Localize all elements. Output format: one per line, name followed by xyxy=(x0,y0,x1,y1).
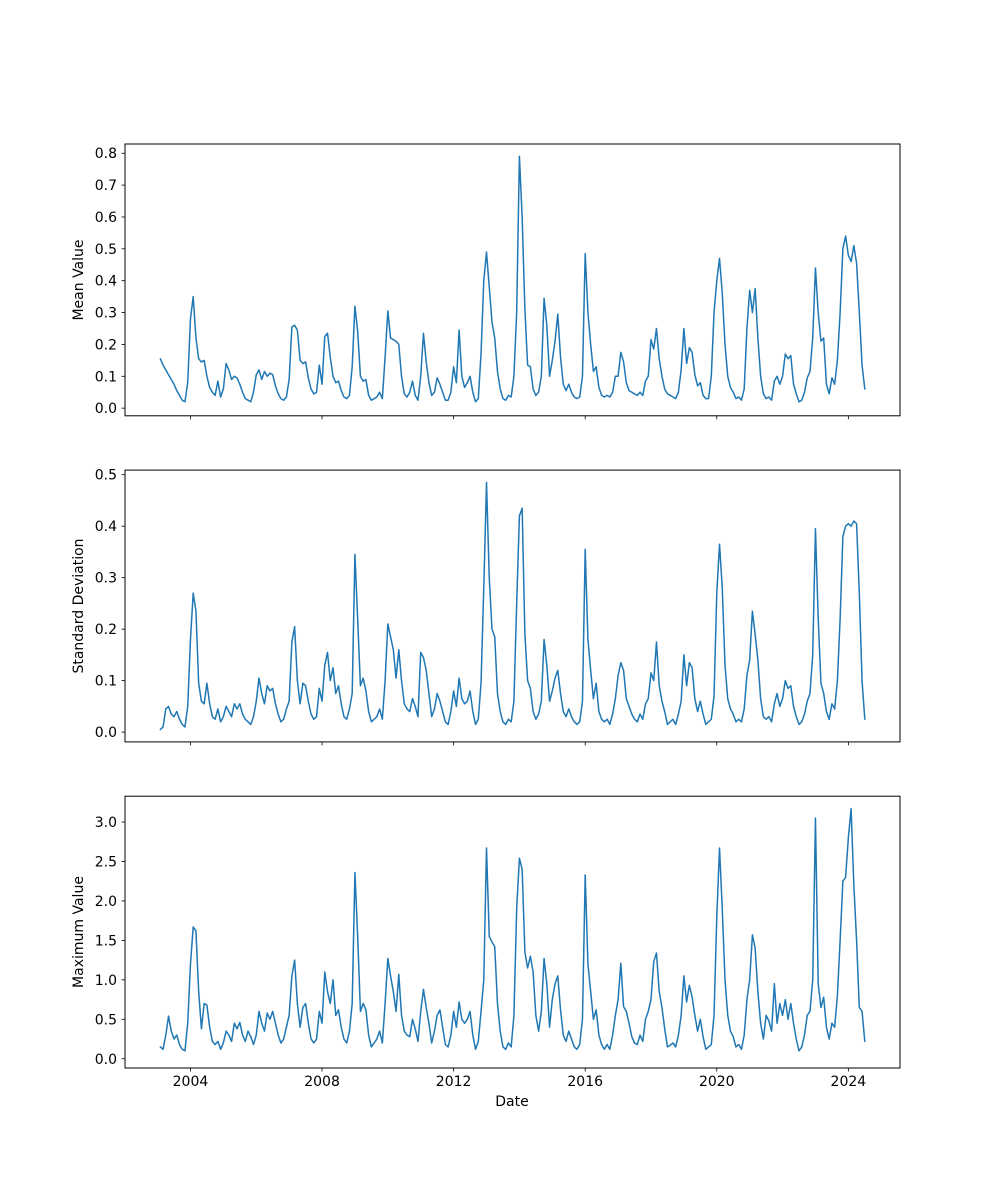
y-tick-label: 0.5 xyxy=(95,468,117,484)
data-line-1 xyxy=(159,481,866,731)
plot-border-2 xyxy=(124,795,901,1069)
y-tick-label: 0.2 xyxy=(95,337,117,353)
y-tick-label: 0.3 xyxy=(95,571,117,587)
y-tick-label: 0.5 xyxy=(95,1012,117,1028)
mean-value-axis-label: Mean Value xyxy=(71,239,87,321)
x-tick-label: 2004 xyxy=(173,1074,209,1090)
y-tick-label: 2.0 xyxy=(95,894,117,910)
date-axis-label: Date xyxy=(495,1094,529,1110)
y-tick-label: 0.6 xyxy=(95,210,117,226)
y-tick-label: 0.7 xyxy=(95,178,117,194)
y-tick-label: 0.4 xyxy=(95,519,117,535)
y-tick-label: 0.2 xyxy=(95,622,117,638)
x-tick-label: 2020 xyxy=(699,1074,735,1090)
y-tick-label: 0.4 xyxy=(95,274,117,290)
y-tick-label: 1.0 xyxy=(95,973,117,989)
standard-deviation-axis-label: Standard Deviation xyxy=(71,538,87,674)
y-tick-label: 1.5 xyxy=(95,933,117,949)
data-line-0 xyxy=(159,155,866,403)
x-tick-label: 2016 xyxy=(567,1074,603,1090)
y-tick-label: 0.5 xyxy=(95,242,117,258)
y-tick-label: 0.0 xyxy=(95,401,117,417)
x-tick-label: 2008 xyxy=(304,1074,340,1090)
data-line-2 xyxy=(159,807,866,1052)
plot-border-1 xyxy=(124,469,901,743)
y-tick-label: 0.0 xyxy=(95,725,117,741)
x-tick-label: 2012 xyxy=(436,1074,472,1090)
y-tick-label: 2.5 xyxy=(95,854,117,870)
y-tick-label: 3.0 xyxy=(95,815,117,831)
maximum-value-axis-label: Maximum Value xyxy=(71,876,87,988)
x-tick-label: 2024 xyxy=(831,1074,867,1090)
y-tick-label: 0.8 xyxy=(95,146,117,162)
plot-border-0 xyxy=(124,143,901,417)
y-tick-label: 0.0 xyxy=(95,1052,117,1068)
y-tick-label: 0.1 xyxy=(95,369,117,385)
y-tick-label: 0.3 xyxy=(95,306,117,322)
y-tick-label: 0.1 xyxy=(95,674,117,690)
